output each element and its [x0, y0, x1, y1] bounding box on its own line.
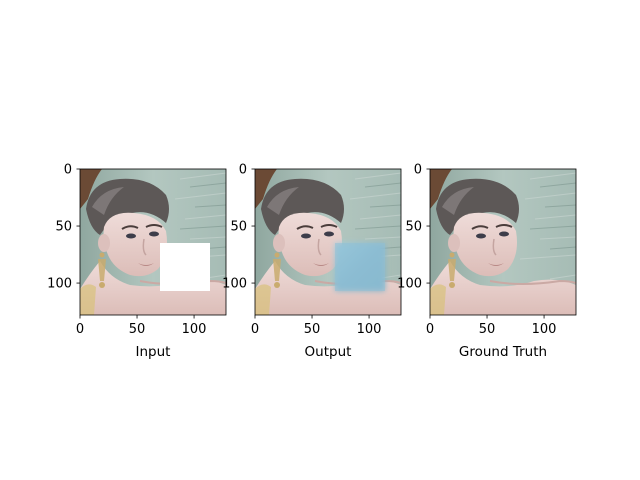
- x-tick-label: 50: [129, 322, 146, 337]
- x-tick-label: 0: [76, 322, 84, 337]
- panel-input: [79, 168, 227, 316]
- output-image: [255, 169, 401, 315]
- y-tick-label: 0: [414, 163, 422, 178]
- y-tick-label: 50: [230, 220, 247, 235]
- panel-title-output: Output: [305, 344, 352, 360]
- axes-output: 0 50 100 0 50 100 Output: [222, 163, 381, 361]
- input-mask-region: [160, 243, 210, 291]
- x-tick-label: 0: [426, 322, 434, 337]
- x-tick-label: 100: [182, 322, 207, 337]
- y-tick-label: 0: [239, 163, 247, 178]
- y-tick-label: 100: [397, 277, 422, 292]
- panel-title-ground_truth: Ground Truth: [459, 344, 547, 360]
- ground-truth-image: [430, 169, 576, 315]
- x-tick-label: 0: [251, 322, 259, 337]
- input-image: [80, 169, 226, 315]
- x-tick-label: 50: [479, 322, 496, 337]
- y-tick-label: 100: [222, 277, 247, 292]
- panel-ground-truth: [429, 168, 577, 316]
- y-tick-label: 50: [55, 220, 72, 235]
- x-tick-label: 50: [304, 322, 321, 337]
- x-tick-label: 100: [532, 322, 557, 337]
- panel-title-input: Input: [136, 344, 171, 360]
- y-tick-label: 0: [64, 163, 72, 178]
- y-tick-label: 50: [405, 220, 422, 235]
- x-tick-label: 100: [357, 322, 382, 337]
- panel-output: [254, 168, 402, 316]
- y-tick-label: 100: [47, 277, 72, 292]
- axes-input: 0 50 100 0 50 100 Input: [47, 163, 206, 361]
- axes-ground_truth: 0 50 100 0 50 100 Ground Truth: [397, 163, 556, 361]
